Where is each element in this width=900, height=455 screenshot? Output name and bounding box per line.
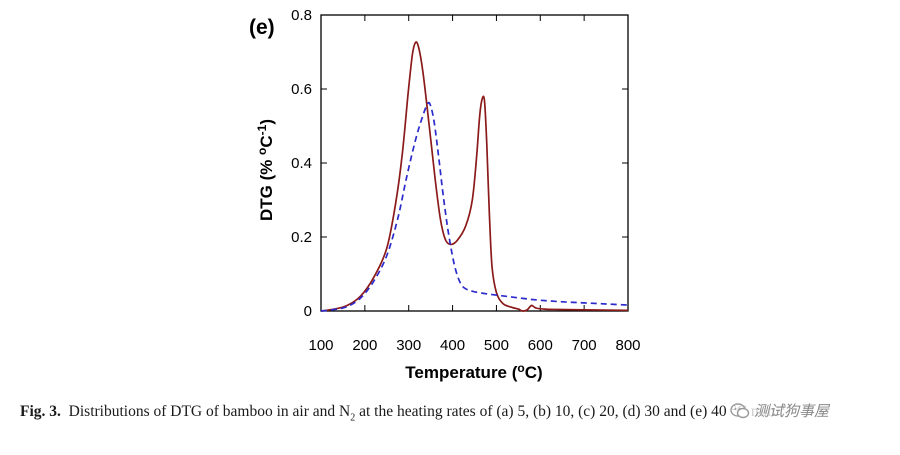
watermark-text: 测试狗事屋 [754,402,830,420]
caption-text-1: Distributions of DTG of bamboo in air an… [68,403,351,421]
x-axis-title: Temperature (oC) [405,361,542,382]
x-tick-label-0: 100 [308,337,333,354]
wechat-icon [730,402,750,418]
panel-label: (e) [249,16,275,39]
x-tick-label-2: 300 [396,337,421,354]
y-axis-title: DTG (% oC-1) [255,119,276,221]
y-tick-label-4: 0.8 [291,7,312,24]
x-tick-label-7: 800 [615,337,640,354]
plot-frame [320,14,629,312]
x-tick-label-3: 400 [440,337,465,354]
series-group [320,41,629,312]
x-tick-label-4: 500 [484,337,509,354]
x-ticks: 100 200 300 400 500 600 700 800 [308,15,641,354]
dtg-chart: 100 200 300 400 500 600 700 800 0 0.2 0.4 0.6 0.8 (… [249,7,641,382]
caption-text-2: at the heating rates of (a) 5, (b) 10, (… [355,403,653,421]
y-tick-label-3: 0.6 [291,81,312,98]
caption-sub: 2 [350,412,356,424]
caption-label: Fig. 3. [20,403,61,421]
x-tick-label-1: 200 [352,337,377,354]
y-tick-label-1: 0.2 [291,229,312,246]
watermark: 测试狗事屋 [726,398,834,423]
series-line-air [320,41,629,312]
y-tick-label-0: 0 [304,303,312,320]
y-ticks: 0 0.2 0.4 0.6 0.8 [291,7,628,320]
x-tick-label-5: 600 [528,337,553,354]
series-line-n2 [320,101,629,312]
y-tick-label-2: 0.4 [291,155,312,172]
x-tick-label-6: 700 [572,337,597,354]
